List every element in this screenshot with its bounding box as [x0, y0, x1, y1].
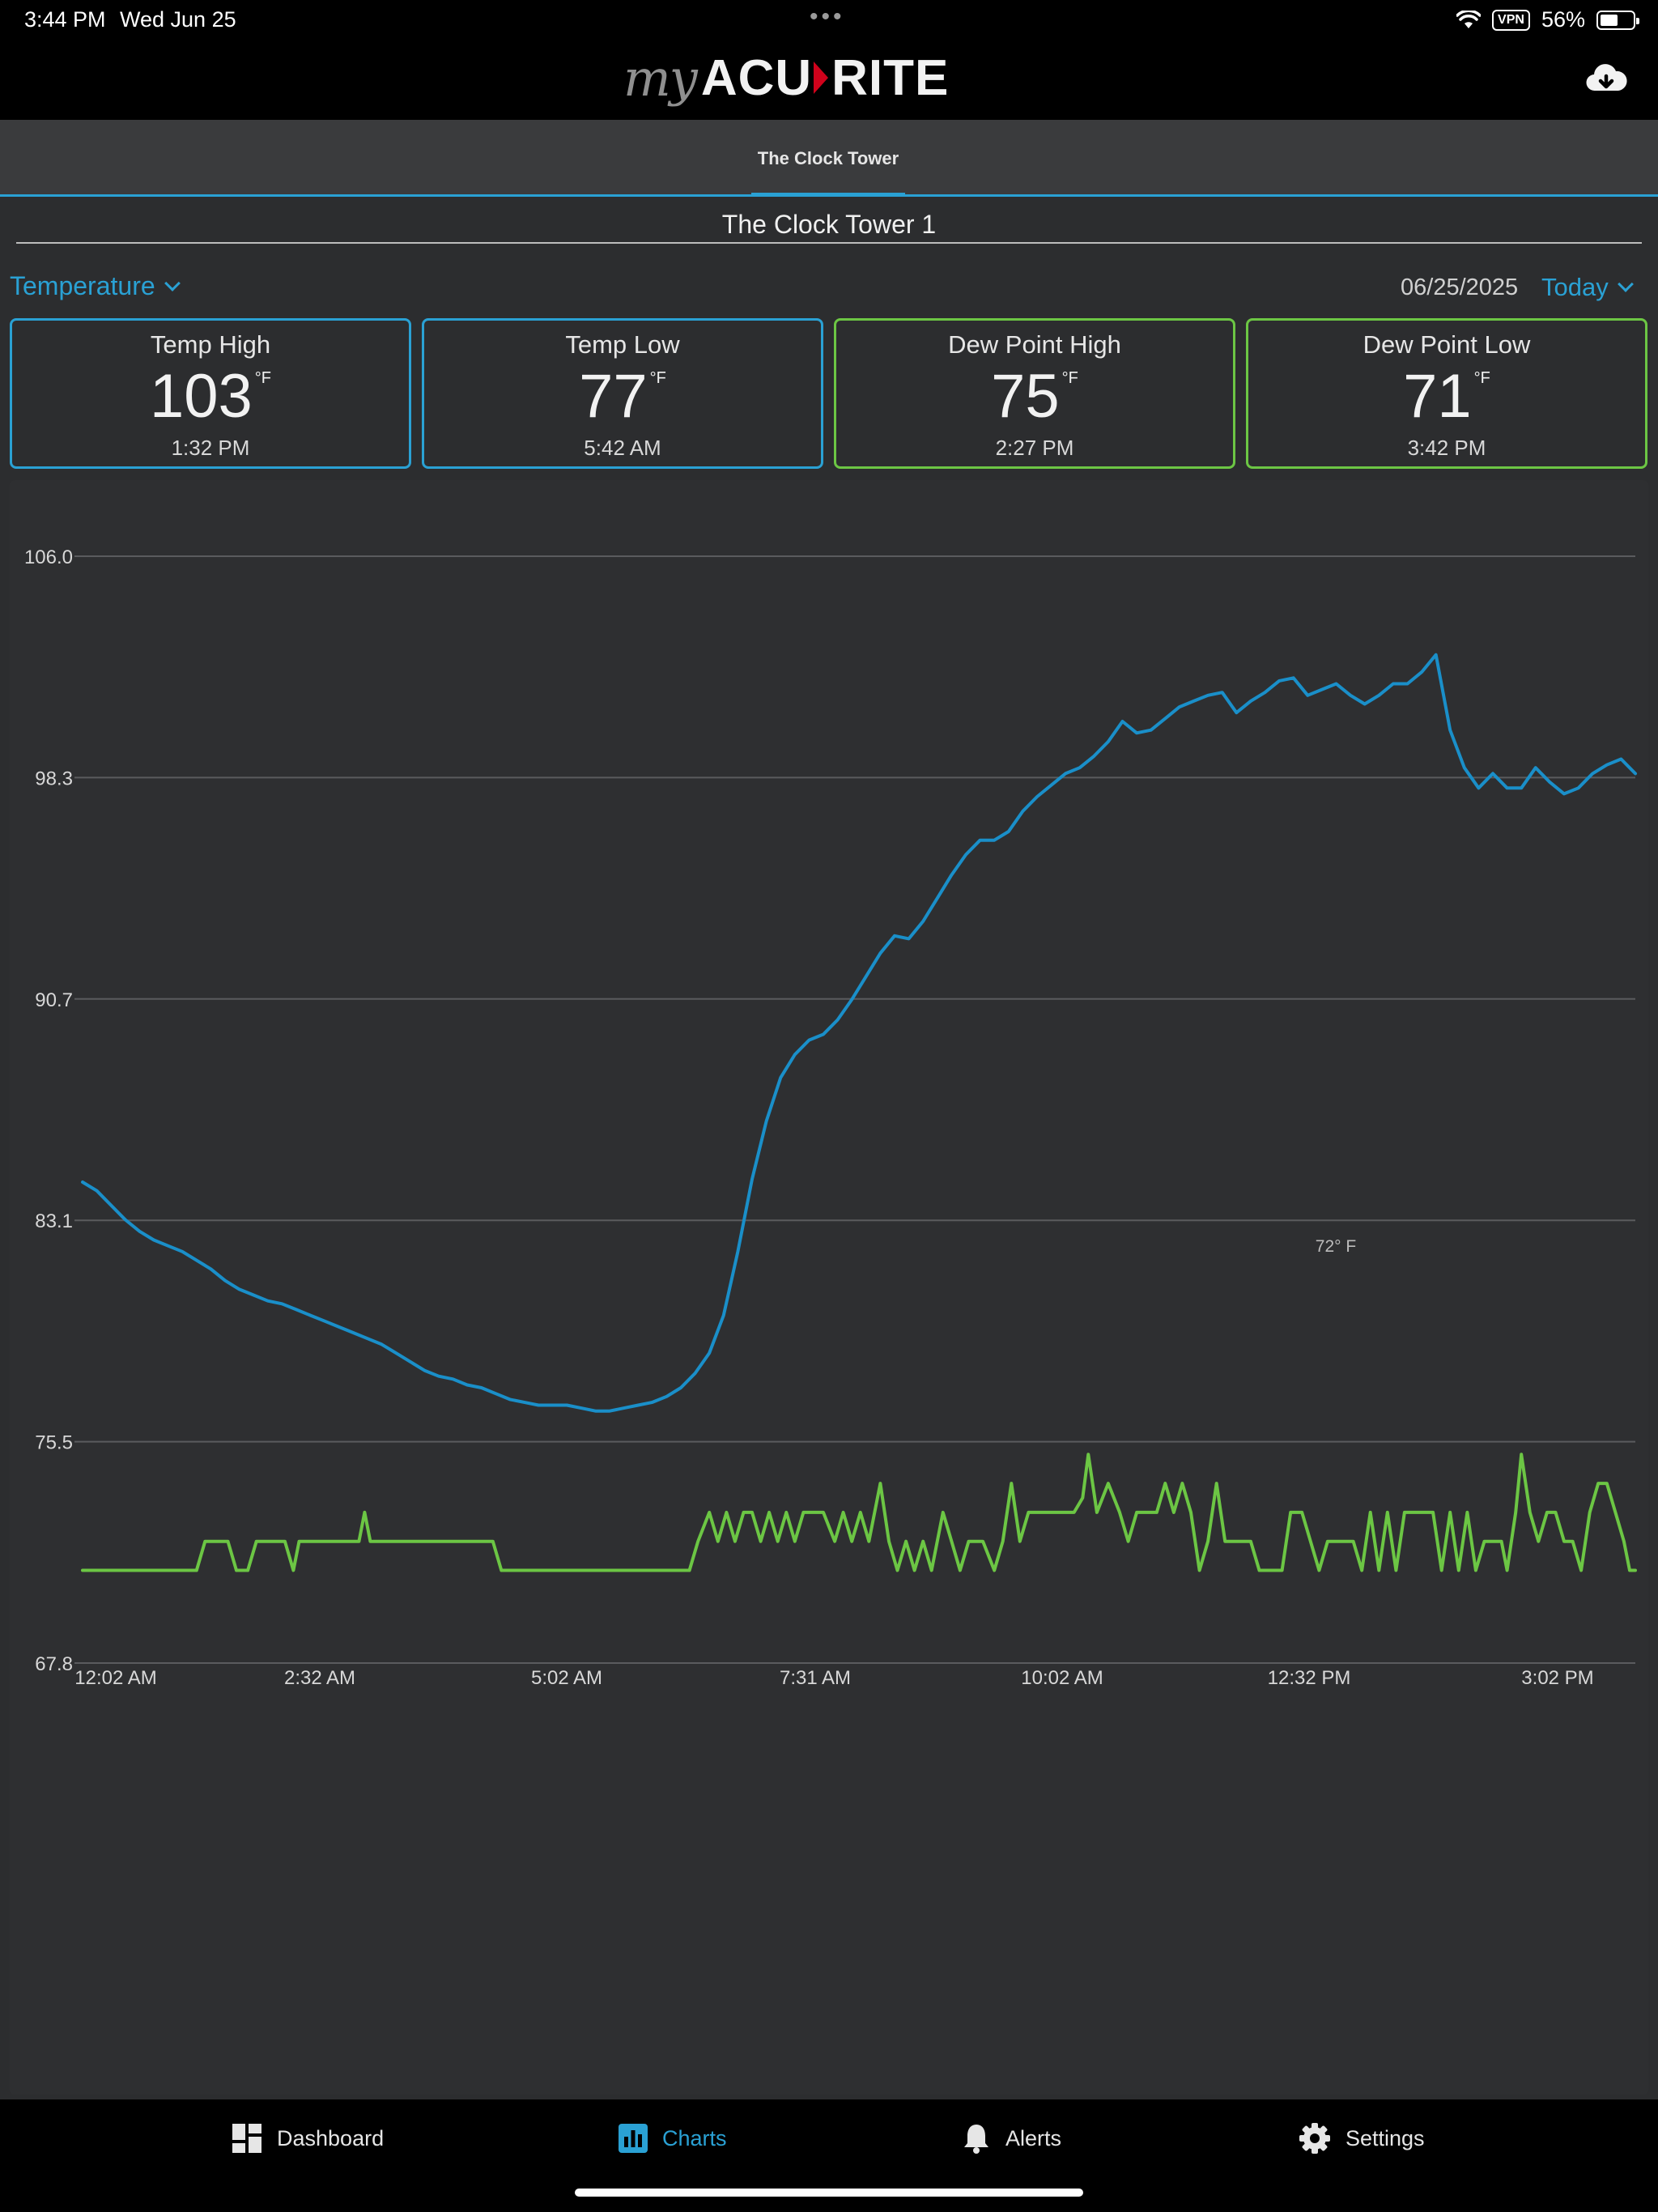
card-value: 103 °F: [12, 361, 409, 432]
logo-arrow-icon: [814, 62, 829, 94]
card-time: 3:42 PM: [1407, 436, 1486, 460]
station-title: The Clock Tower 1: [16, 203, 1642, 244]
multitasking-dots-icon[interactable]: •••: [810, 3, 845, 30]
x-tick-label: 7:31 AM: [780, 1667, 851, 1689]
logo-rite: RITE: [831, 49, 950, 106]
card-unit: °F: [254, 369, 272, 387]
tab-the-clock-tower[interactable]: The Clock Tower: [751, 120, 905, 197]
bar-chart-icon: [619, 2124, 648, 2153]
card-value: 71 °F: [1248, 361, 1645, 432]
temp-low-card: Temp Low 77 °F 5:42 AM: [422, 318, 823, 469]
nav-charts[interactable]: Charts: [619, 2121, 727, 2156]
summary-cards: Temp High 103 °F 1:32 PM Temp Low 77 °F 5:…: [10, 318, 1648, 469]
metric-dropdown-label: Temperature: [10, 271, 155, 300]
gear-icon: [1299, 2123, 1330, 2154]
card-value-number: 103: [149, 362, 253, 431]
battery-percent: 56%: [1541, 7, 1585, 32]
date-label: 06/25/2025: [1401, 274, 1519, 300]
range-dropdown[interactable]: Today: [1541, 273, 1634, 302]
metric-dropdown[interactable]: Temperature: [10, 271, 181, 301]
y-tick-label: 90.7: [35, 989, 73, 1011]
nav-dashboard[interactable]: Dashboard: [232, 2121, 384, 2156]
card-unit: °F: [649, 369, 666, 387]
temperature-chart[interactable]: 106.0 98.3 90.7 83.1 75.5 67.8 12:02 AM 2:32 AM…: [10, 480, 1648, 2095]
cloud-download-icon[interactable]: [1584, 60, 1629, 99]
home-indicator[interactable]: [575, 2189, 1083, 2197]
x-tick-label: 2:32 AM: [284, 1667, 355, 1689]
dew-point-low-card: Dew Point Low 71 °F 3:42 PM: [1246, 318, 1647, 469]
wifi-icon: [1456, 10, 1482, 28]
battery-level: [1601, 14, 1618, 26]
card-title: Dew Point Low: [1363, 330, 1531, 359]
series-line-temperature: [81, 653, 1637, 1413]
y-tick-label: 83.1: [35, 1210, 73, 1232]
chevron-down-icon: [164, 274, 181, 291]
nav-charts-label: Charts: [662, 2125, 727, 2150]
main-content: The Clock Tower 1 Temperature 06/25/2025…: [0, 197, 1658, 2099]
temp-high-card: Temp High 103 °F 1:32 PM: [10, 318, 411, 469]
nav-settings-label: Settings: [1346, 2125, 1425, 2150]
card-title: Temp High: [150, 330, 271, 359]
app-header: my ACU RITE: [0, 39, 1658, 120]
bell-icon: [964, 2125, 988, 2154]
nav-alerts[interactable]: Alerts: [962, 2121, 1061, 2156]
vpn-badge: VPN: [1492, 9, 1530, 31]
logo-my: my: [623, 48, 698, 108]
bottom-tab-bar: Dashboard Charts Alerts Settings: [0, 2099, 1658, 2212]
y-tick-label: 67.8: [35, 1653, 73, 1675]
x-tick-label: 3:02 PM: [1521, 1667, 1593, 1689]
card-time: 1:32 PM: [171, 436, 250, 460]
card-time: 5:42 AM: [584, 436, 661, 460]
card-unit: °F: [1061, 369, 1078, 387]
range-dropdown-label: Today: [1541, 273, 1609, 301]
card-unit: °F: [1473, 369, 1490, 387]
dashboard-icon: [232, 2124, 261, 2153]
logo-acu: ACU: [700, 49, 813, 106]
card-value-number: 71: [1403, 362, 1472, 431]
series-line-dew-point: [81, 1453, 1637, 1572]
x-tick-label: 10:02 AM: [1021, 1667, 1103, 1689]
card-value: 75 °F: [836, 361, 1233, 432]
myacurite-logo: my ACU RITE: [623, 49, 949, 108]
chart-canvas: 106.0 98.3 90.7 83.1 75.5 67.812:02 AM 2:32 AM…: [24, 547, 1637, 1689]
card-value-number: 77: [579, 362, 648, 431]
y-tick-label: 75.5: [35, 1432, 73, 1454]
y-tick-label: 98.3: [35, 768, 73, 789]
card-value-number: 75: [991, 362, 1060, 431]
x-tick-label: 12:32 PM: [1268, 1667, 1351, 1689]
card-title: Temp Low: [565, 330, 680, 359]
card-time: 2:27 PM: [995, 436, 1074, 460]
nav-settings[interactable]: Settings: [1299, 2121, 1425, 2156]
status-bar: 3:44 PM Wed Jun 25 ••• VPN 56%: [0, 0, 1658, 39]
nav-alerts-label: Alerts: [1005, 2125, 1062, 2150]
battery-icon: [1596, 10, 1639, 30]
card-value: 77 °F: [424, 361, 821, 432]
dew-point-high-card: Dew Point High 75 °F 2:27 PM: [834, 318, 1235, 469]
nav-dashboard-label: Dashboard: [277, 2125, 385, 2150]
status-time: 3:44 PM: [24, 7, 106, 32]
status-indicators: VPN 56%: [1456, 7, 1639, 32]
card-title: Dew Point High: [948, 330, 1121, 359]
station-tab-bar: The Clock Tower: [0, 120, 1658, 197]
x-tick-label: 12:02 AM: [74, 1667, 156, 1689]
y-tick-label: 106.0: [24, 547, 73, 568]
chart-annotation: 72° F: [1316, 1237, 1356, 1256]
status-date: Wed Jun 25: [120, 7, 236, 32]
x-tick-label: 5:02 AM: [531, 1667, 602, 1689]
chevron-down-icon: [1617, 276, 1634, 292]
